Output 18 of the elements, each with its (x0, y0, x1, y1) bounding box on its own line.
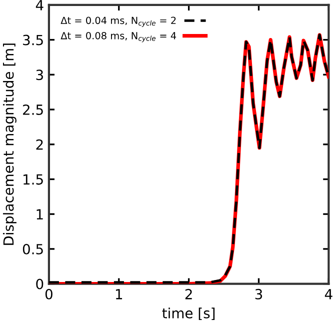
y-tick-label: 0.5 (22, 244, 43, 254)
y-tick-label: 1 (36, 209, 43, 220)
x-tick-label: 0 (45, 288, 52, 300)
y-tick-label: 4 (36, 0, 44, 10)
x-tick-label: 4 (324, 289, 332, 300)
y-tick-label: 1.5 (24, 174, 43, 185)
x-axis-title: time [s] (162, 308, 215, 320)
y-tick-label: 3 (36, 70, 43, 80)
legend-label: Δt = 0.04 ms, N$_{cycle}$ = 2 (60, 16, 176, 27)
y-tick-label: 2.5 (23, 104, 43, 115)
y-tick-label: 3.5 (23, 34, 43, 46)
y-tick-label: 2 (36, 139, 43, 150)
x-tick-label: 3 (255, 288, 262, 300)
x-tick-label: 1 (116, 289, 122, 300)
y-axis-title: Displacement magnitude [m] (3, 44, 16, 245)
x-tick-label: 2 (185, 288, 192, 300)
y-tick-label: 0 (36, 278, 44, 290)
legend-label: Δt = 0.08 ms, N$_{cycle}$ = 4 (60, 32, 176, 42)
